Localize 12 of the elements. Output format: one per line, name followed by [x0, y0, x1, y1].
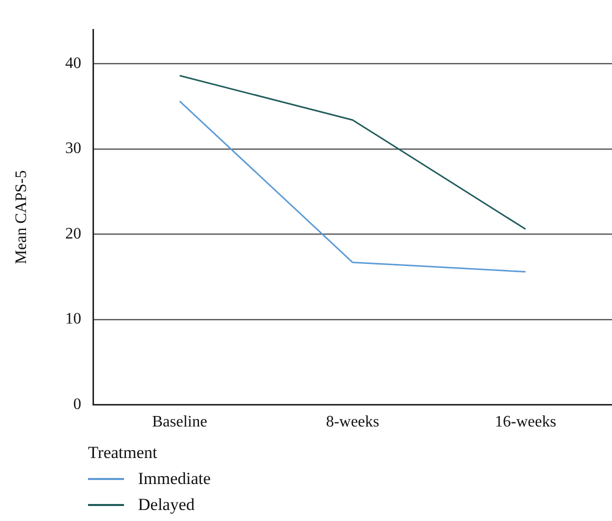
y-tick-label: 40 — [65, 54, 82, 72]
y-tick-label: 10 — [65, 310, 82, 328]
legend-label: Immediate — [138, 468, 211, 490]
y-tick-label: 30 — [65, 140, 82, 158]
legend-title: Treatment — [88, 442, 158, 464]
y-axis-title: Mean CAPS-5 — [12, 170, 30, 264]
x-tick-label: 16-weeks — [494, 414, 556, 431]
y-tick-label: 0 — [73, 396, 82, 414]
legend-label: Delayed — [138, 494, 195, 516]
x-tick-label: Baseline — [152, 414, 208, 431]
y-tick-label: 20 — [65, 225, 82, 242]
x-tick-label: 8-weeks — [326, 414, 380, 431]
